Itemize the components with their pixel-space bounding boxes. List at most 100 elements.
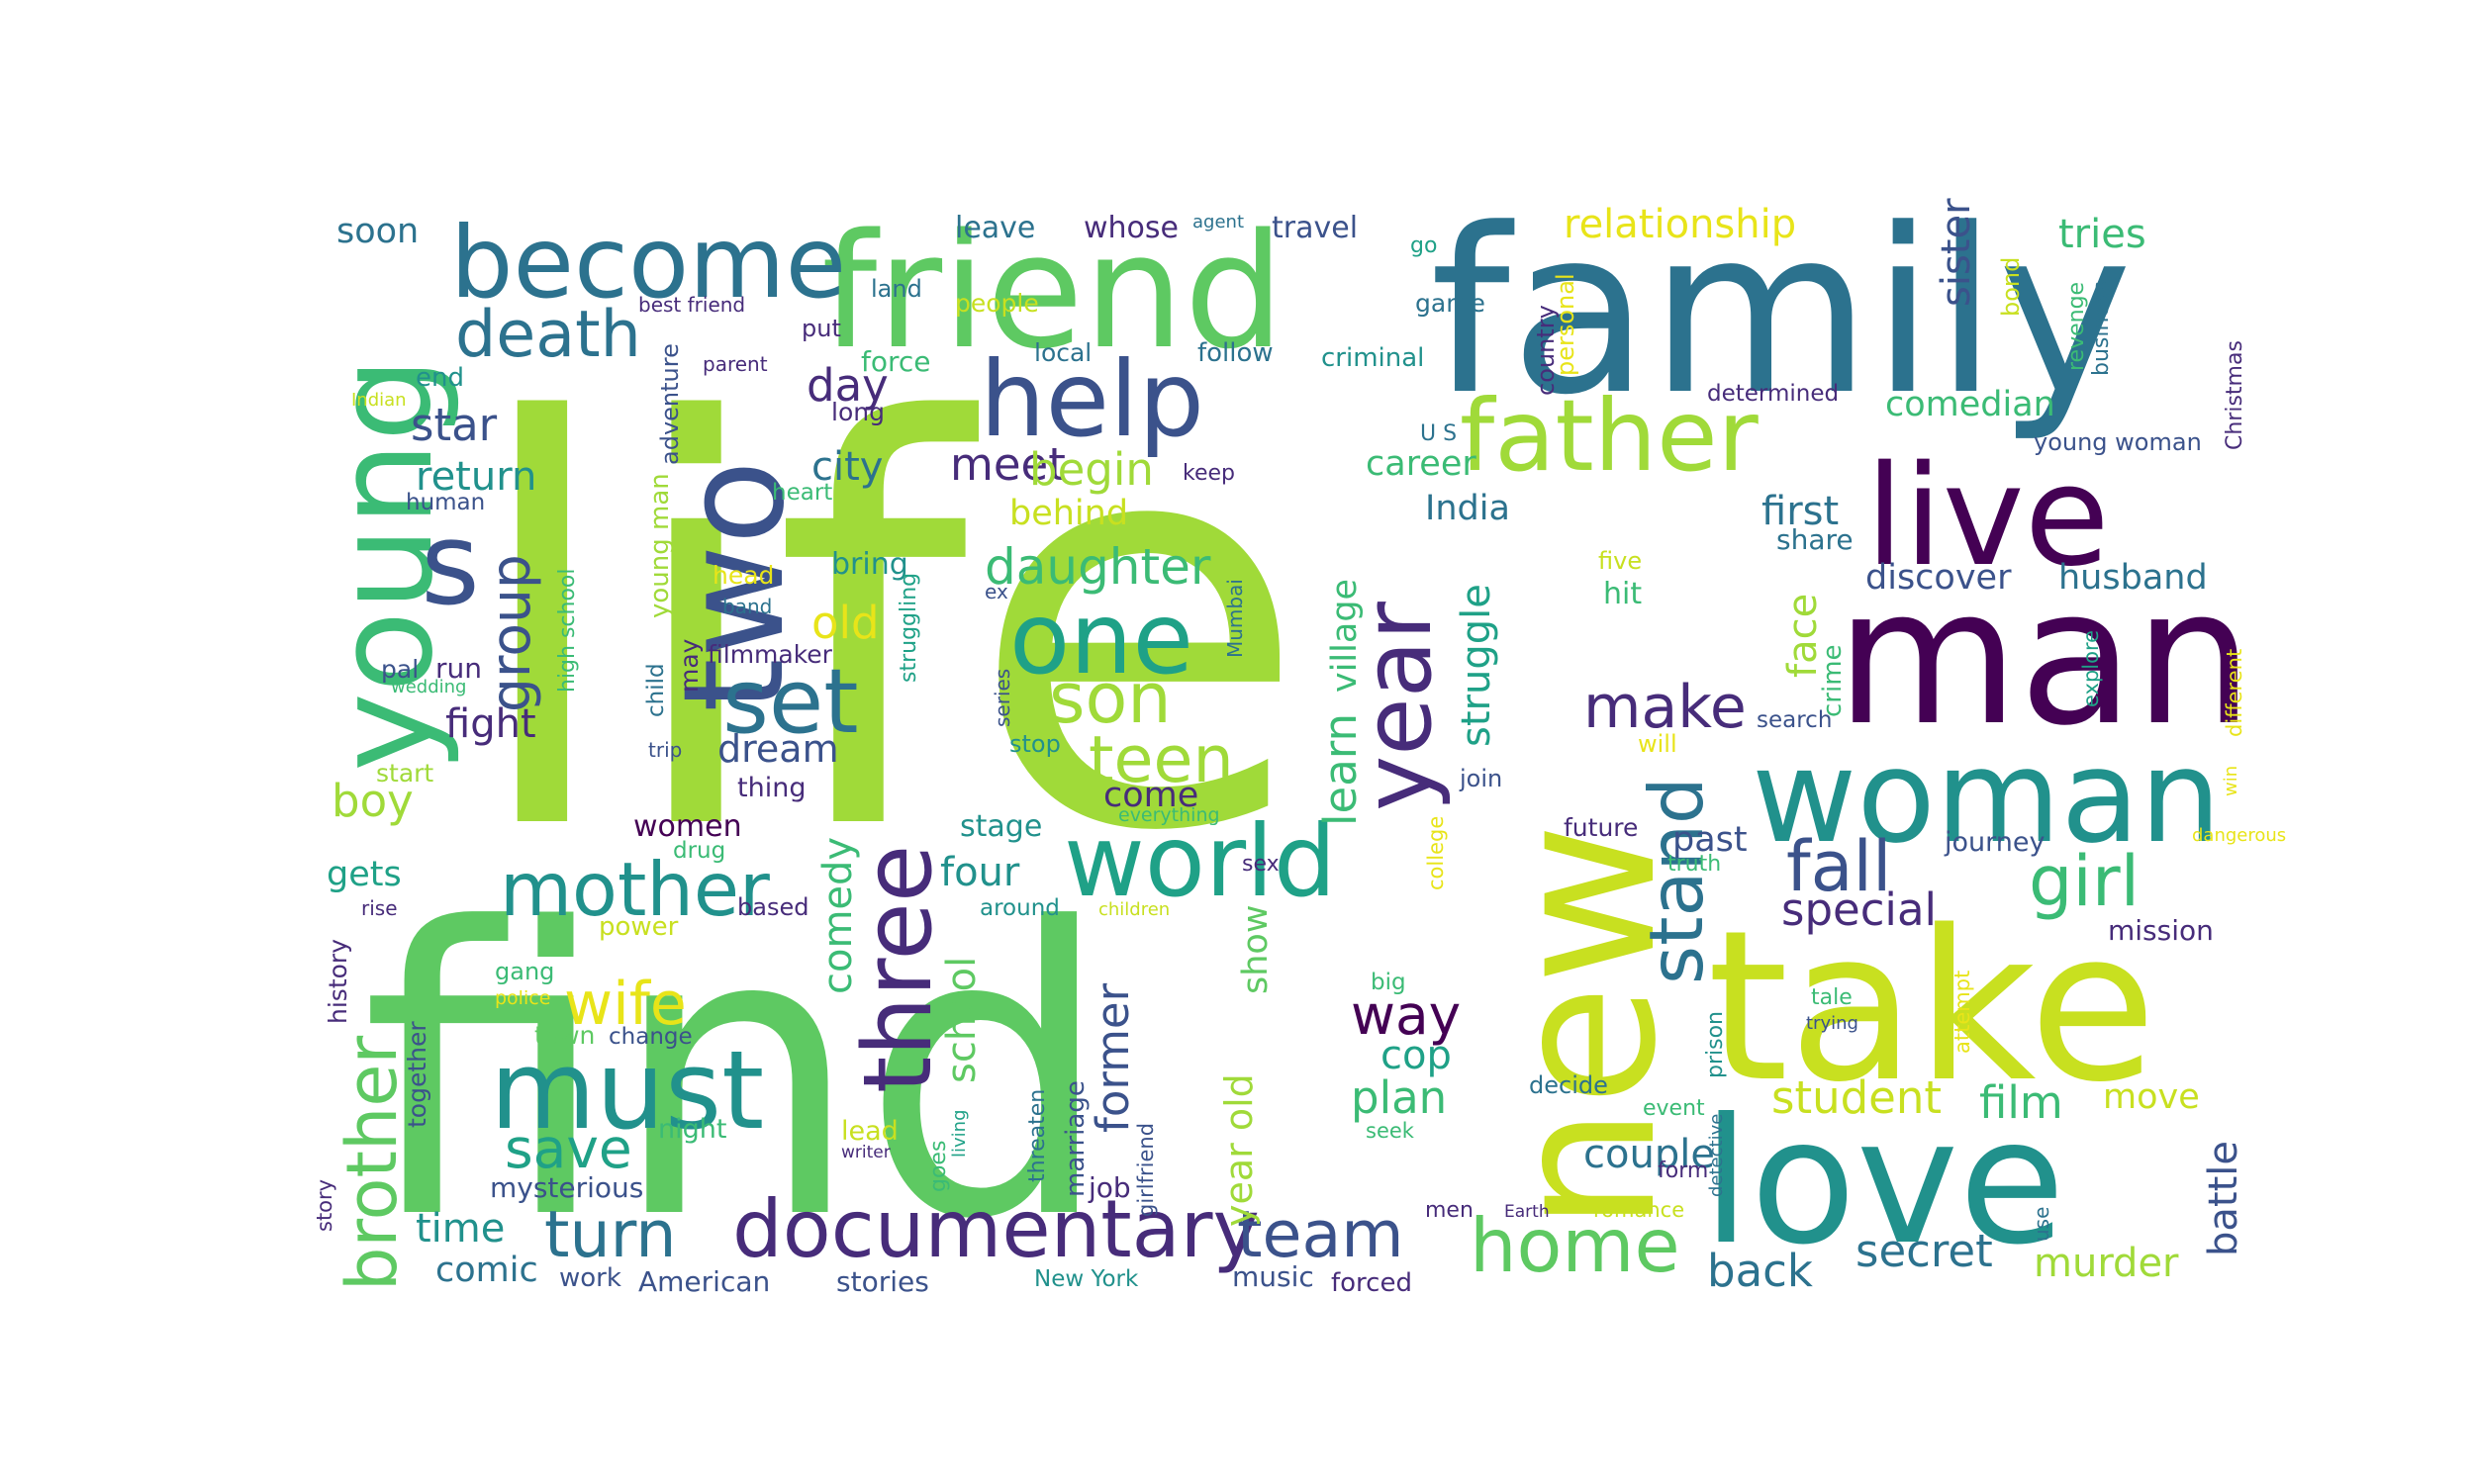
word-friend: friend <box>821 199 1285 384</box>
word-cop: cop <box>1380 1033 1452 1078</box>
word-set: set <box>722 650 859 754</box>
word-murder: murder <box>2034 1241 2179 1286</box>
word-life: life <box>465 308 1309 953</box>
word-determined: determined <box>1707 381 1839 407</box>
word-end: end <box>416 363 464 393</box>
word-brother: brother <box>332 1036 413 1291</box>
word-love: love <box>1702 1082 2065 1283</box>
word-forced: forced <box>1331 1268 1412 1298</box>
word-long: long <box>831 398 885 426</box>
word-make: make <box>1583 673 1747 742</box>
word-go: go <box>1410 233 1437 258</box>
word-win: win <box>2221 766 2241 796</box>
word-four: four <box>940 850 1020 895</box>
word-student: student <box>1771 1071 1942 1124</box>
word-trying: trying <box>1806 1013 1858 1034</box>
word-discover: discover <box>1865 558 2012 598</box>
word-stand: stand <box>1633 777 1720 984</box>
word-year: year <box>1344 601 1453 811</box>
word-people: people <box>955 289 1039 318</box>
word-leave: leave <box>955 211 1035 245</box>
word-new: new <box>1470 823 1700 1232</box>
word-truth: truth <box>1667 852 1721 877</box>
word-goes: goes <box>926 1141 951 1192</box>
word-mumbai: Mumbai <box>1223 579 1247 658</box>
word-ex: ex <box>985 580 1008 603</box>
word-home: home <box>1470 1202 1680 1289</box>
word-romance: romance <box>1593 1198 1684 1222</box>
word-three: three <box>844 845 953 1093</box>
word-use: use <box>2030 1207 2053 1242</box>
word-stories: stories <box>836 1265 929 1298</box>
word-past: past <box>1672 820 1748 860</box>
word-begin: begin <box>1029 443 1154 496</box>
word-sister: sister <box>1934 198 1979 307</box>
word-event: event <box>1643 1096 1705 1121</box>
word-adventure: adventure <box>656 343 684 465</box>
word-daughter: daughter <box>985 538 1211 596</box>
word-meet: meet <box>950 438 1066 491</box>
word-day: day <box>807 359 889 412</box>
word-struggling: struggling <box>897 573 921 683</box>
word-village: village <box>1325 579 1365 693</box>
word-seek: seek <box>1366 1119 1415 1143</box>
word-join: join <box>1459 765 1502 792</box>
word-job: job <box>1088 1171 1131 1204</box>
word-writer: writer <box>841 1143 891 1162</box>
word-world: world <box>1064 803 1336 919</box>
word-bring: bring <box>831 547 908 582</box>
word-comedy: comedy <box>815 837 861 994</box>
word-city: city <box>811 444 883 490</box>
word-big: big <box>1371 970 1406 995</box>
word-put: put <box>802 315 841 342</box>
word-detective: detective <box>1706 1114 1727 1197</box>
word-team: team <box>1237 1198 1404 1272</box>
word-will: will <box>1638 730 1677 758</box>
word-father: father <box>1460 378 1760 494</box>
word-dream: dream <box>717 727 839 771</box>
word-mysterious: mysterious <box>490 1171 643 1204</box>
word-work: work <box>559 1263 621 1293</box>
word-living: living <box>949 1110 970 1159</box>
word-thing: thing <box>737 773 806 803</box>
word-india: India <box>1425 489 1510 528</box>
word-country: country <box>1532 305 1560 396</box>
word-different: different <box>2223 649 2246 737</box>
word-girl: girl <box>2029 841 2140 922</box>
word-save: save <box>505 1117 632 1180</box>
word-group: group <box>479 554 542 712</box>
word-two: two <box>654 460 815 712</box>
word-indian: Indian <box>351 390 407 411</box>
word-husband: husband <box>2058 558 2208 598</box>
word-parent: parent <box>703 352 768 376</box>
word-children: children <box>1098 899 1170 920</box>
word-attempt: attempt <box>1951 971 1974 1054</box>
word-women: women <box>633 809 742 844</box>
word-filmmaker: filmmaker <box>708 640 833 669</box>
word-college: college <box>1424 816 1448 890</box>
word-together: together <box>403 1021 431 1128</box>
word-man: man <box>1836 548 2253 767</box>
word-wife: wife <box>564 970 687 1039</box>
word-comic: comic <box>435 1251 538 1290</box>
word-best-friend: best friend <box>638 293 745 317</box>
word-journey: journey <box>1944 827 2045 858</box>
word-comedian: comedian <box>1885 385 2055 424</box>
word-son: son <box>1049 658 1172 739</box>
word-fall: fall <box>1786 826 1891 907</box>
word-former: former <box>1087 982 1139 1133</box>
word-story: story <box>313 1179 336 1232</box>
word-child: child <box>643 663 669 717</box>
word-keep: keep <box>1183 461 1235 486</box>
word-star: star <box>411 399 498 451</box>
word-turn: turn <box>544 1198 676 1272</box>
word-heart: heart <box>772 480 832 506</box>
word-share: share <box>1776 523 1854 556</box>
word-history: history <box>324 939 352 1024</box>
word-one: one <box>1009 581 1193 696</box>
word-s: s <box>421 499 480 631</box>
word-special: special <box>1781 883 1937 936</box>
word-bond: bond <box>1997 257 2025 317</box>
word-way: way <box>1351 983 1461 1047</box>
